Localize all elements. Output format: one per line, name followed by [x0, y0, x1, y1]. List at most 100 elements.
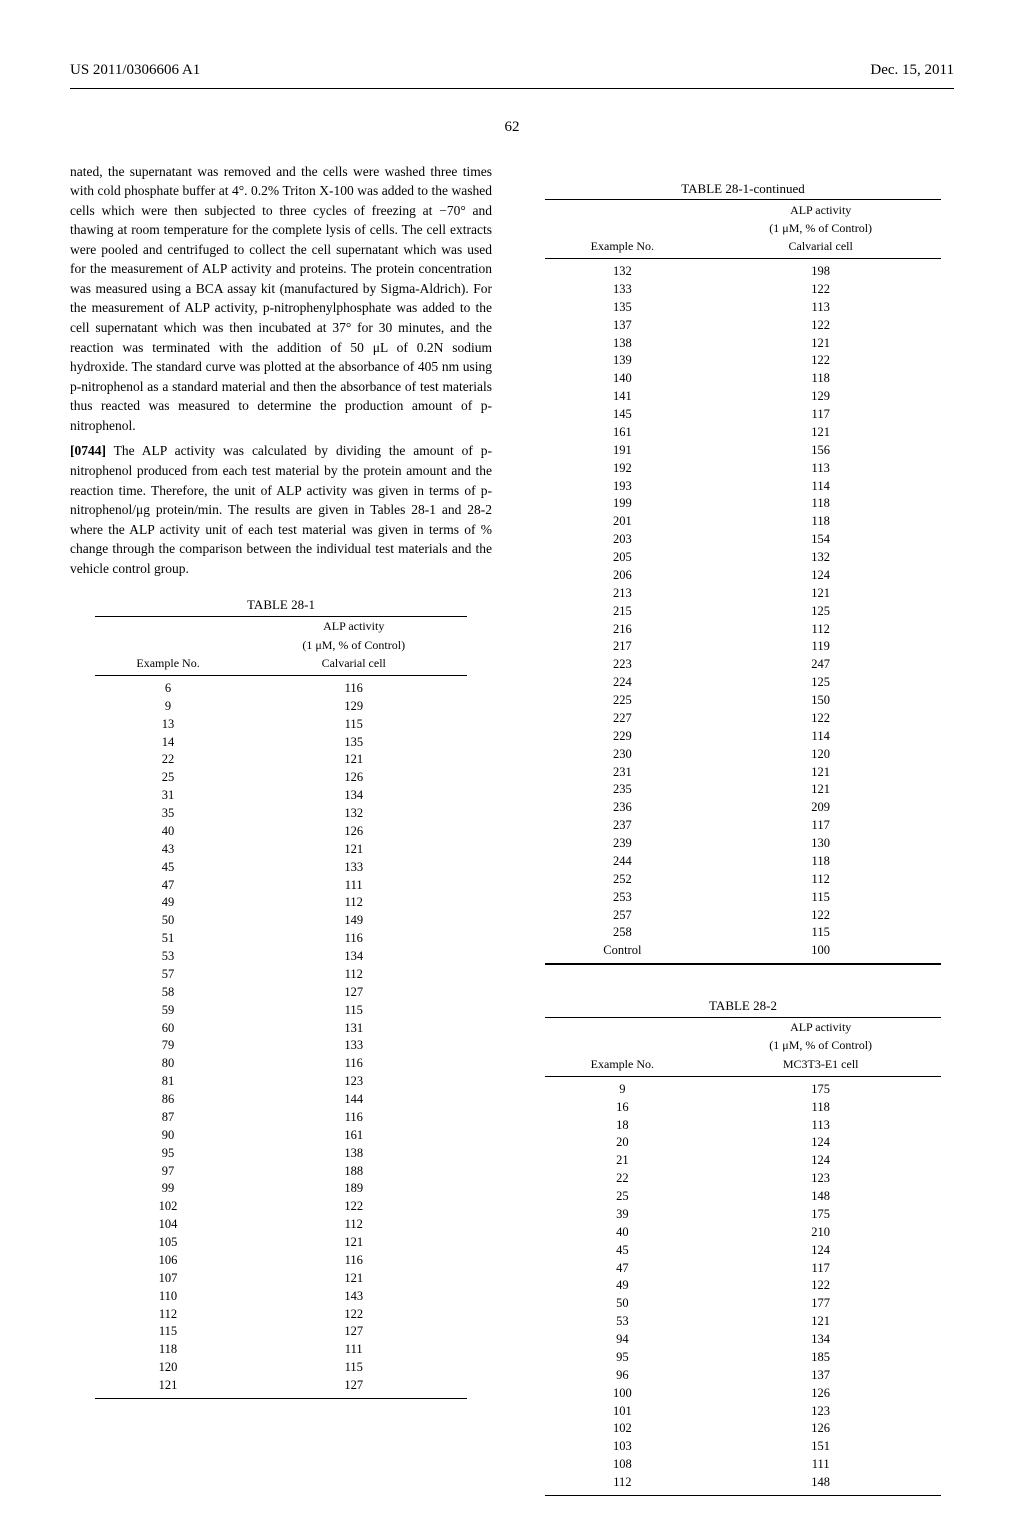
table-row: 51116 [95, 930, 466, 948]
table-28-1-head-unit: (1 μM, % of Control) [241, 636, 467, 654]
table-cell: 223 [545, 656, 700, 674]
table-cell: 124 [700, 1134, 941, 1152]
table-cell: 133 [241, 1037, 467, 1055]
table-cell: 123 [241, 1073, 467, 1091]
table-cell: 235 [545, 781, 700, 799]
table-28-2-head-example: Example No. [545, 1055, 700, 1077]
table-28-2-head-alp: ALP activity [700, 1018, 941, 1036]
left-column: nated, the supernatant was removed and t… [70, 162, 492, 1496]
table-row: 35132 [95, 805, 466, 823]
table-row: 25148 [545, 1188, 942, 1206]
table-cell: 116 [241, 675, 467, 697]
table-row: 81123 [95, 1073, 466, 1091]
table-row: 191156 [545, 441, 942, 459]
table-cell: 35 [95, 805, 240, 823]
table-cell: 121 [700, 423, 941, 441]
table-cell: 51 [95, 930, 240, 948]
table-row: 45133 [95, 858, 466, 876]
table-cell: 113 [700, 298, 941, 316]
table-row: 50149 [95, 912, 466, 930]
table-cell: 137 [545, 316, 700, 334]
table-row: 47111 [95, 876, 466, 894]
table-row: 13115 [95, 715, 466, 733]
table-row: 217119 [545, 638, 942, 656]
table-cell: 101 [545, 1402, 700, 1420]
table-cell: 123 [700, 1170, 941, 1188]
table-row: 244118 [545, 852, 942, 870]
table-cell: 14 [95, 733, 240, 751]
table-28-1c-head-example: Example No. [545, 237, 700, 259]
table-cell: 201 [545, 513, 700, 531]
table-28-1-head-example: Example No. [95, 654, 240, 676]
table-cell: 59 [95, 1001, 240, 1019]
table-cell: 149 [241, 912, 467, 930]
table-cell: 79 [95, 1037, 240, 1055]
table-cell: 126 [241, 822, 467, 840]
table-cell: 117 [700, 817, 941, 835]
table-row: 50177 [545, 1295, 942, 1313]
table-row: 106116 [95, 1251, 466, 1269]
table-cell: 123 [700, 1402, 941, 1420]
table-row: 224125 [545, 674, 942, 692]
table-cell: 161 [241, 1126, 467, 1144]
table-row: 199118 [545, 495, 942, 513]
table-row: 49122 [545, 1277, 942, 1295]
publication-number: US 2011/0306606 A1 [70, 60, 200, 80]
table-row: 108111 [545, 1456, 942, 1474]
table-cell: 102 [545, 1420, 700, 1438]
table-cell: 129 [241, 697, 467, 715]
table-row: 40126 [95, 822, 466, 840]
table-cell: Control [545, 942, 700, 964]
table-row: 137122 [545, 316, 942, 334]
table-cell: 103 [545, 1438, 700, 1456]
table-row: 90161 [95, 1126, 466, 1144]
table-cell: 148 [700, 1474, 941, 1496]
table-cell: 124 [700, 1152, 941, 1170]
table-cell: 118 [95, 1341, 240, 1359]
table-cell: 112 [545, 1474, 700, 1496]
table-cell: 135 [241, 733, 467, 751]
table-cell: 118 [700, 513, 941, 531]
table-cell: 112 [700, 620, 941, 638]
table-row: 95185 [545, 1348, 942, 1366]
table-cell: 57 [95, 965, 240, 983]
table-cell: 90 [95, 1126, 240, 1144]
table-cell: 120 [95, 1359, 240, 1377]
table-cell: 215 [545, 602, 700, 620]
table-cell: 81 [95, 1073, 240, 1091]
table-cell: 47 [545, 1259, 700, 1277]
table-cell: 140 [545, 370, 700, 388]
table-cell: 122 [700, 709, 941, 727]
table-row: 201118 [545, 513, 942, 531]
table-cell: 121 [700, 763, 941, 781]
table-cell: 247 [700, 656, 941, 674]
table-row: 253115 [545, 888, 942, 906]
table-cell: 122 [700, 280, 941, 298]
table-row: 94134 [545, 1331, 942, 1349]
table-cell: 121 [700, 781, 941, 799]
table-cell: 115 [700, 924, 941, 942]
table-row: 18113 [545, 1116, 942, 1134]
table-cell: 244 [545, 852, 700, 870]
table-28-1c-head-unit: (1 μM, % of Control) [700, 219, 941, 237]
table-cell: 198 [700, 259, 941, 281]
table-row: 100126 [545, 1384, 942, 1402]
table-cell: 133 [545, 280, 700, 298]
table-cell: 99 [95, 1180, 240, 1198]
table-cell: 127 [241, 983, 467, 1001]
table-cell: 122 [241, 1305, 467, 1323]
table-row: Control100 [545, 942, 942, 964]
table-cell: 116 [241, 1251, 467, 1269]
table-row: 133122 [545, 280, 942, 298]
table-28-1: ALP activity (1 μM, % of Control) Exampl… [95, 616, 466, 1399]
table-cell: 205 [545, 549, 700, 567]
table-28-2-head-cell: MC3T3-E1 cell [700, 1055, 941, 1077]
table-row: 120115 [95, 1359, 466, 1377]
table-cell: 116 [241, 1055, 467, 1073]
table-row: 231121 [545, 763, 942, 781]
table-row: 205132 [545, 549, 942, 567]
table-cell: 6 [95, 675, 240, 697]
table-cell: 110 [95, 1287, 240, 1305]
table-row: 257122 [545, 906, 942, 924]
table-row: 258115 [545, 924, 942, 942]
